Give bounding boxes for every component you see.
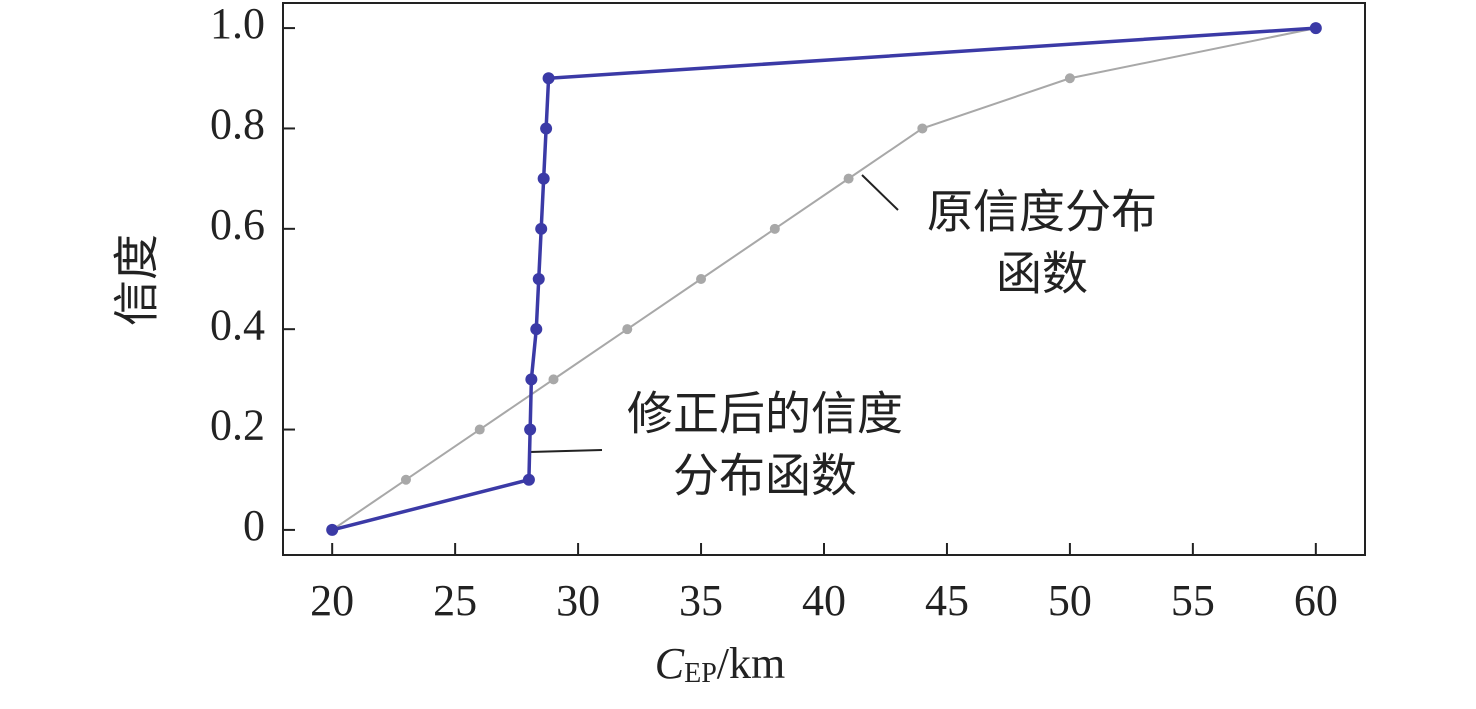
data-point: [525, 373, 538, 386]
data-point: [535, 222, 548, 235]
y-tick-label: 0: [243, 501, 265, 550]
data-point: [548, 374, 559, 385]
x-tick-label: 20: [310, 576, 354, 625]
x-tick-label: 35: [679, 576, 723, 625]
leader-line: [861, 174, 899, 211]
x-tick-label: 25: [433, 576, 477, 625]
x-tick-label: 50: [1048, 576, 1092, 625]
x-tick-label: 60: [1294, 576, 1338, 625]
data-point: [524, 423, 537, 436]
x-tick-label: 55: [1171, 576, 1215, 625]
x-label-sub: EP: [684, 658, 717, 689]
data-point: [917, 123, 928, 134]
annotation: 修正后的信度: [627, 387, 903, 441]
data-point: [696, 274, 707, 284]
data-point: [537, 172, 550, 185]
data-point: [400, 474, 411, 485]
data-point: [769, 223, 780, 234]
x-label-main: C: [655, 639, 685, 688]
x-tick-label: 30: [556, 576, 600, 625]
data-point: [1309, 22, 1322, 35]
y-tick-label: 1.0: [210, 0, 265, 48]
data-point: [540, 122, 553, 135]
data-point: [532, 273, 545, 285]
annotation: 原信度分布: [927, 185, 1157, 239]
data-point: [1064, 73, 1075, 84]
x-tick-label: 45: [925, 576, 969, 625]
data-point: [622, 324, 633, 335]
data-point: [326, 523, 339, 536]
y-tick-label: 0.6: [210, 200, 265, 249]
x-label-unit: /km: [717, 639, 785, 688]
y-tick-label: 0.4: [210, 300, 265, 349]
data-point: [474, 424, 485, 435]
data-point: [522, 473, 535, 486]
data-point: [843, 173, 854, 184]
y-tick-label: 0.2: [210, 401, 265, 450]
x-tick-label: 40: [802, 576, 846, 625]
data-point: [542, 72, 555, 85]
annotation: 函数: [996, 247, 1088, 301]
y-axis-label: 信度: [110, 234, 164, 326]
x-axis-label: CEP/km: [655, 639, 786, 689]
annotation: 分布函数: [673, 449, 857, 503]
leader-line: [529, 449, 603, 455]
y-tick-label: 0.8: [210, 100, 265, 149]
data-point: [530, 323, 543, 336]
